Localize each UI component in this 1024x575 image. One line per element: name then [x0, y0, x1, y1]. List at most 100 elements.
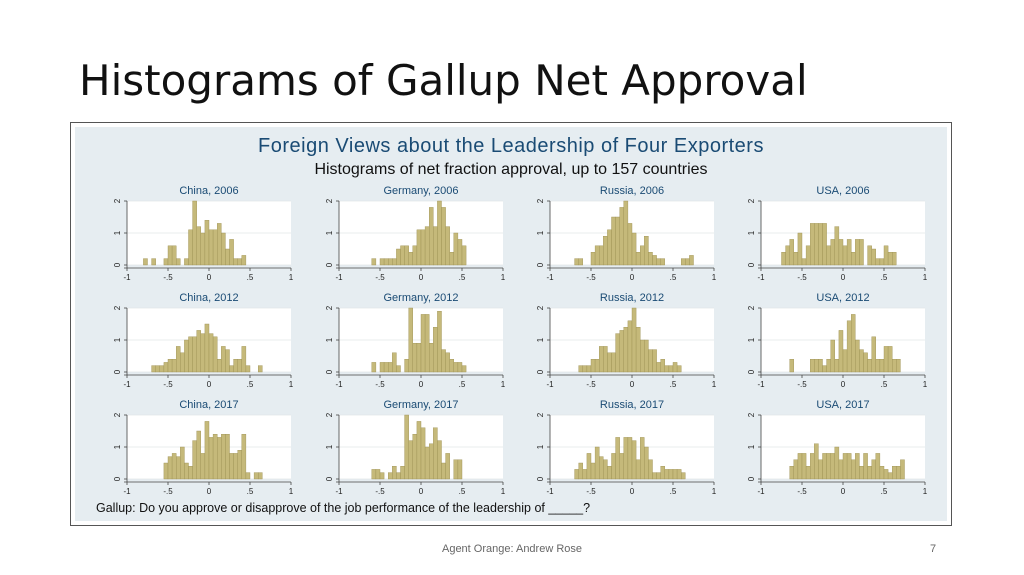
histogram-bar [245, 365, 251, 373]
histogram-bar [594, 446, 600, 480]
y-tick-label: 2 [747, 412, 756, 417]
histogram-bar [257, 472, 263, 480]
histogram-bar [793, 459, 799, 480]
histogram-bar [392, 352, 397, 373]
histogram-bar [681, 258, 686, 266]
histogram-bar [879, 466, 885, 480]
histogram-bar [233, 358, 238, 373]
y-tick-label: 2 [325, 412, 334, 417]
histogram-bar [200, 333, 206, 373]
histogram-bar [429, 342, 434, 373]
y-tick-label: 2 [325, 198, 334, 203]
histogram-bar [383, 258, 389, 266]
histogram-bar [457, 459, 463, 480]
histogram-bar [396, 472, 401, 480]
histogram-bar [871, 336, 877, 373]
histogram-bar [582, 365, 588, 373]
histogram-bar [196, 226, 201, 266]
x-tick-label: -.5 [375, 487, 385, 496]
y-tick-label: 2 [536, 305, 545, 310]
x-tick-label: -1 [123, 273, 131, 282]
x-tick-label: -.5 [375, 273, 385, 282]
x-tick-label: 0 [841, 380, 846, 389]
histogram-bar [229, 365, 234, 373]
y-tick-label: 0 [747, 262, 756, 267]
histogram-bar [635, 251, 641, 266]
y-tick-label: 0 [113, 476, 122, 481]
histogram-bar [200, 232, 206, 266]
histogram-bar [208, 437, 214, 480]
histogram-bar [461, 245, 467, 266]
histogram-bar [578, 365, 584, 373]
histogram-bar [656, 472, 661, 480]
histogram-bar [574, 469, 579, 480]
histogram-bar [842, 453, 848, 480]
histogram-bar [574, 258, 579, 266]
panel-china-2012: 0 1 2 -1 -.5 0 .5 1 [113, 305, 294, 389]
x-tick-label: .5 [670, 487, 677, 496]
histogram-bar [842, 245, 848, 266]
histogram-bar [461, 365, 467, 373]
histogram-bar [184, 258, 189, 266]
panel-usa-2006: 0 1 2 -1 -.5 0 .5 1 [747, 198, 928, 282]
x-tick-label: 0 [419, 273, 424, 282]
histogram-bar [586, 453, 592, 480]
x-tick-label: .5 [247, 273, 254, 282]
histogram-bar [863, 352, 868, 373]
histogram-bar [838, 239, 844, 266]
x-tick-label: -.5 [586, 380, 596, 389]
histogram-bar [672, 362, 678, 373]
histogram-bar [424, 446, 430, 480]
histogram-bar [221, 346, 226, 373]
histogram-bar [155, 365, 160, 373]
histogram-bar [668, 469, 674, 480]
histogram-bar [171, 453, 177, 480]
chart-background: Foreign Views about the Leadership of Fo… [75, 127, 947, 521]
histogram-bar [192, 440, 197, 480]
y-tick-label: 1 [325, 337, 334, 342]
x-tick-label: 1 [923, 380, 928, 389]
x-tick-label: -1 [123, 487, 131, 496]
histogram-bar [846, 239, 852, 266]
histogram-bar [437, 310, 442, 373]
histogram-bar [212, 434, 218, 480]
histogram-bar [371, 362, 377, 373]
histogram-bar [810, 453, 815, 480]
y-tick-label: 1 [747, 337, 756, 342]
histogram-bar [660, 258, 666, 266]
histogram-bar [590, 251, 596, 266]
x-tick-label: 0 [841, 487, 846, 496]
histogram-bar [644, 446, 649, 480]
histogram-bar [660, 466, 666, 480]
histogram-bar [851, 314, 856, 373]
y-tick-label: 0 [325, 476, 334, 481]
y-tick-label: 1 [536, 337, 545, 342]
histogram-bar [887, 472, 893, 480]
y-tick-label: 1 [536, 230, 545, 235]
histogram-bar [221, 232, 226, 266]
histogram-bar [204, 421, 210, 480]
histogram-bar [229, 453, 234, 480]
histogram-bar [611, 216, 616, 266]
histogram-bar [578, 462, 584, 480]
histogram-bar [404, 414, 409, 480]
histogram-bar [846, 320, 852, 373]
histogram-bar [143, 258, 148, 266]
histogram-bar [192, 336, 197, 373]
histogram-bar [449, 251, 455, 266]
histogram-bar [652, 472, 657, 480]
histogram-bar [188, 466, 193, 480]
histogram-bar [582, 469, 588, 480]
histogram-bar [834, 226, 840, 266]
histogram-bar [623, 326, 629, 373]
x-tick-label: -1 [546, 273, 554, 282]
slide-footer: Agent Orange: Andrew Rose [441, 543, 583, 555]
histogram-bar [892, 358, 897, 373]
histogram-bar [175, 258, 181, 266]
panel-title-china-2012: China, 2012 [179, 292, 239, 304]
histogram-bar [586, 365, 592, 373]
y-tick-label: 0 [325, 262, 334, 267]
x-tick-label: -1 [546, 380, 554, 389]
histogram-bar [429, 207, 434, 266]
histogram-bar [379, 258, 385, 266]
